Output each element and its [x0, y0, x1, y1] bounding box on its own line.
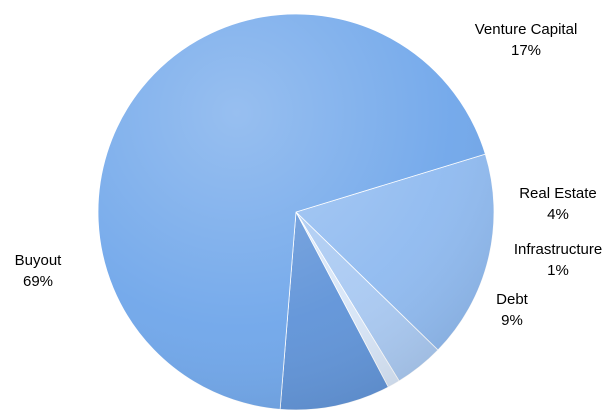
slice-label-infrastructure: Infrastructure 1% [514, 241, 602, 279]
slice-percent-label: 4% [547, 206, 569, 223]
slice-percent-label: 17% [511, 42, 541, 59]
slice-name-label: Venture Capital [475, 21, 578, 38]
pie-slices [97, 13, 495, 411]
slice-percent-label: 69% [23, 273, 53, 290]
slice-label-debt: Debt 9% [496, 291, 529, 329]
slice-percent-label: 9% [501, 312, 523, 329]
slice-name-label: Buyout [15, 252, 63, 269]
slice-name-label: Infrastructure [514, 241, 602, 258]
slice-label-venture-capital: Venture Capital 17% [475, 21, 578, 59]
slice-label-buyout: Buyout 69% [15, 252, 63, 290]
slice-name-label: Real Estate [519, 185, 597, 202]
slice-name-label: Debt [496, 291, 529, 308]
slice-percent-label: 1% [547, 262, 569, 279]
slice-label-real-estate: Real Estate 4% [519, 185, 597, 223]
